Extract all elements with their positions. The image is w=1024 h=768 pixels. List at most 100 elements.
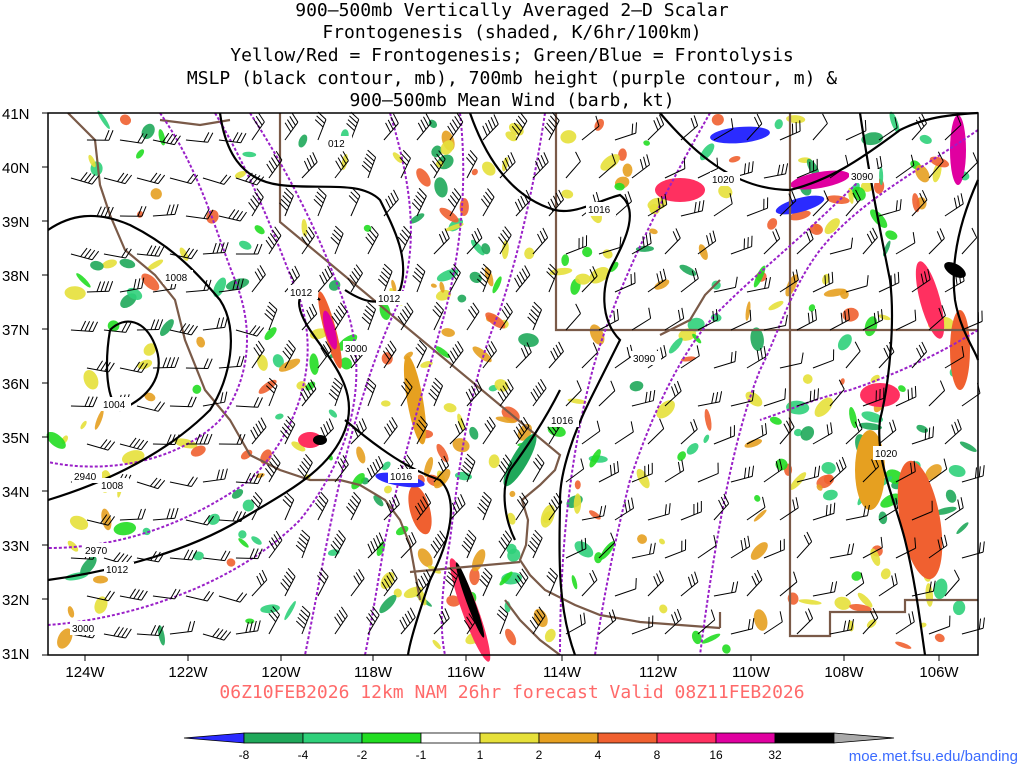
shade-blob (703, 434, 710, 443)
wind-barb (496, 605, 509, 635)
wind-barb (895, 460, 916, 483)
wind-barb (218, 278, 244, 293)
wind-barb (647, 570, 665, 597)
shade-blob (704, 409, 712, 431)
wind-barb (763, 228, 781, 255)
wind-barb (779, 571, 798, 597)
wind-barb (399, 149, 411, 179)
shade-blob (816, 484, 823, 491)
shade-blob (698, 244, 708, 260)
shade-blob (376, 541, 386, 556)
shade-blob (97, 110, 110, 130)
lon-label: 118W (354, 664, 393, 681)
lon-label: 114W (543, 664, 582, 681)
shade-blob (309, 353, 319, 375)
wind-barb (812, 190, 829, 217)
wind-barb (697, 609, 716, 635)
wind-barb (697, 230, 717, 255)
wind-barb (136, 625, 165, 636)
shade-blob (492, 276, 502, 294)
wind-barb (928, 458, 948, 483)
wind-barb (347, 264, 363, 293)
wind-barb (746, 345, 767, 369)
wind-barb (796, 531, 813, 559)
wind-barb (548, 341, 564, 369)
wind-barb (565, 612, 586, 635)
wind-barb (367, 456, 384, 483)
colorbar-swatch (361, 732, 422, 744)
wind-barb (383, 113, 399, 141)
wind-barb (86, 360, 115, 373)
shade-blob (837, 334, 852, 351)
wind-barb (169, 549, 198, 561)
wind-barb (631, 154, 651, 179)
wind-barb (282, 340, 296, 369)
shade-blob (677, 451, 687, 461)
wind-barb (895, 232, 916, 255)
shade-blob (582, 246, 593, 258)
lat-label: 39N (2, 214, 30, 231)
wind-barb (268, 606, 280, 635)
wind-barb (779, 269, 799, 293)
wind-barb (631, 542, 656, 559)
wind-barb (136, 551, 165, 563)
lon-label: 110W (732, 664, 771, 681)
lon-label: 108W (824, 664, 864, 681)
wind-barb (136, 477, 166, 490)
wind-barb (416, 416, 428, 445)
wind-barb (664, 380, 682, 407)
wind-barb (461, 529, 477, 559)
wind-barb (317, 568, 329, 597)
shade-blob (506, 543, 517, 555)
wind-barb (829, 543, 855, 559)
wind-barb (961, 227, 978, 255)
mslp-contours (47, 111, 980, 656)
wind-barb (829, 379, 845, 407)
wind-barb (829, 154, 849, 179)
shade-blob (457, 294, 467, 303)
wind-barb (364, 377, 377, 407)
shade-blob (459, 198, 469, 216)
wind-barb (119, 206, 147, 217)
wind-barb (365, 226, 379, 255)
wind-barb (218, 209, 247, 222)
lat-label: 31N (2, 646, 30, 663)
wind-barb (169, 323, 198, 336)
wind-barb (746, 113, 763, 141)
wind-barb (86, 439, 116, 451)
wind-barb (433, 608, 450, 635)
shade-blob (945, 489, 957, 503)
wind-barb (103, 247, 132, 259)
wind-barb (697, 391, 723, 407)
wind-barb (911, 341, 928, 369)
shade-blob (809, 223, 823, 235)
shade-blob (643, 140, 650, 146)
shade-blob (787, 592, 799, 605)
shade-blob (88, 154, 96, 168)
wind-barb (680, 115, 699, 141)
wind-barb (730, 390, 755, 407)
shade-blob (432, 639, 441, 650)
wind-barb (119, 277, 145, 293)
wind-barb (697, 462, 719, 483)
shade-blob (701, 633, 721, 644)
wind-barb (300, 379, 317, 407)
shade-blob (878, 314, 891, 321)
height-labels: 3000 2940 2970 3000 3090 3090 (70, 169, 879, 635)
shade-blob (436, 443, 449, 463)
wind-barb (235, 548, 263, 560)
wind-barb (631, 307, 652, 331)
shade-blob (754, 495, 761, 502)
wind-barb (185, 208, 214, 220)
wind-barb (680, 501, 702, 521)
wind-barb (136, 172, 166, 185)
shade-blob (505, 628, 517, 646)
wind-barb (185, 515, 214, 526)
wind-barb (136, 401, 165, 412)
wind-barb (944, 419, 962, 445)
height-label: 2970 (85, 546, 108, 557)
shade-blob (278, 358, 301, 372)
wind-barb (202, 468, 228, 483)
shade-blob (600, 154, 620, 171)
shade-blob (439, 207, 459, 223)
